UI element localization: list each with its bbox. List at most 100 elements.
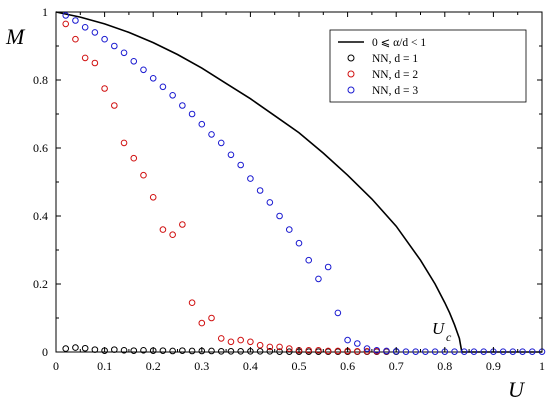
legend-label-d2: NN, d = 2 (372, 69, 418, 81)
axes: 0 0.1 0.2 0.3 0.4 0.5 0.6 0.7 0.8 0.9 1 0 0.2 0.4 0.6 0… (33, 5, 545, 373)
series-3-point (120, 49, 128, 57)
legend: 0 ⩽ α/d < 1 NN, d = 1 NN, d = 2 NN, d = … (329, 29, 527, 103)
series-1-point (188, 347, 196, 355)
series-3-point (344, 336, 351, 344)
series-3-point (354, 340, 361, 347)
series-2-point (159, 226, 167, 233)
series-2-point (217, 335, 225, 342)
series-1-point (81, 344, 89, 352)
series-1-point (276, 348, 283, 355)
series-3-point (72, 17, 79, 24)
x-tick-label: 0.9 (486, 359, 501, 373)
series-3-point (62, 12, 70, 19)
series-3-point (237, 161, 244, 169)
series-2-point (188, 299, 196, 307)
series-3-point (256, 187, 264, 194)
y-tick-label: 1 (42, 5, 48, 19)
series-1-point (169, 347, 176, 355)
y-axis-title: M (5, 24, 26, 49)
y-tick-label: 0 (42, 345, 48, 359)
series-2-point (111, 102, 118, 109)
series-2-point (198, 319, 206, 327)
series-2-point (315, 347, 322, 354)
y-tick-label: 0.4 (33, 209, 48, 223)
series-3-point (460, 348, 468, 355)
series-1-point (266, 348, 274, 355)
x-tick-label: 1 (539, 359, 545, 373)
series-3-point (111, 42, 118, 50)
series-1-point (217, 348, 225, 355)
series-3-point (451, 348, 458, 355)
series-2-point (101, 85, 108, 92)
series-3-point (528, 348, 536, 355)
x-tick-label: 0.5 (292, 359, 307, 373)
series-3-point (373, 347, 381, 354)
uc-annotation: U c (432, 319, 452, 344)
series-1-point (120, 347, 128, 354)
series-3-point (499, 348, 507, 355)
series-3-point (179, 102, 186, 109)
series-3-point (402, 348, 410, 355)
series-1-point (130, 347, 138, 354)
legend-swatch-d1 (347, 54, 355, 62)
series-3-point (315, 275, 322, 283)
series-2-point (276, 343, 283, 351)
series-3-point (480, 348, 487, 355)
series-3-point (227, 151, 235, 159)
series-3-point (334, 309, 342, 317)
series-3-point (217, 139, 225, 147)
series-2-point (354, 348, 361, 355)
series-3-point (276, 212, 283, 220)
y-tick-label: 0.2 (33, 277, 48, 291)
series-3-point (285, 226, 293, 233)
legend-label-d3: NN, d = 3 (372, 85, 418, 97)
series-3-point (130, 58, 138, 65)
series-3-point (169, 92, 176, 99)
series-2-point (62, 20, 70, 28)
x-tick-label: 0.7 (389, 359, 404, 373)
series-1-point (62, 345, 70, 352)
series-2-point (266, 343, 274, 351)
x-axis-title: U (508, 377, 526, 402)
series-3-point (363, 345, 371, 352)
series-3-point (149, 75, 157, 82)
x-tick-label: 0.2 (146, 359, 161, 373)
curve-line (55, 11, 542, 353)
legend-swatch-d3 (347, 86, 355, 94)
series-1-point (91, 346, 99, 353)
series-2-point (149, 194, 157, 201)
x-tick-label: 0.6 (340, 359, 355, 373)
x-tick-label: 0 (53, 359, 59, 373)
series-3-point (431, 348, 439, 355)
legend-swatch-d2 (347, 70, 355, 78)
series-2-point (120, 139, 128, 147)
series-3-point (509, 348, 517, 355)
series-3-point (324, 263, 332, 271)
series-3-point (188, 110, 196, 118)
series-2-point (179, 221, 186, 228)
series-2-point (227, 338, 235, 346)
uc-annotation-subscript: c (446, 330, 452, 344)
series-2-point (305, 347, 313, 354)
series-3-point (101, 35, 108, 43)
series-3-point (140, 66, 147, 74)
series-2-point (140, 171, 147, 179)
series-2-point (237, 336, 244, 344)
series-1-point (72, 344, 79, 351)
uc-annotation-label: U (432, 319, 446, 338)
series-3-point (305, 256, 313, 264)
series-3-point (247, 175, 254, 182)
series-1-point (285, 348, 293, 355)
plot-area (55, 11, 546, 355)
series-3-point (91, 29, 99, 36)
x-tick-label: 0.3 (194, 359, 209, 373)
series-3-point (198, 120, 206, 128)
x-tick-label: 0.4 (243, 359, 258, 373)
series-2-point (91, 59, 99, 67)
series-2-point (334, 347, 342, 355)
series-1-point (140, 347, 147, 354)
legend-box (329, 29, 527, 103)
series-3-point (159, 83, 167, 91)
series-2-point (247, 338, 254, 346)
